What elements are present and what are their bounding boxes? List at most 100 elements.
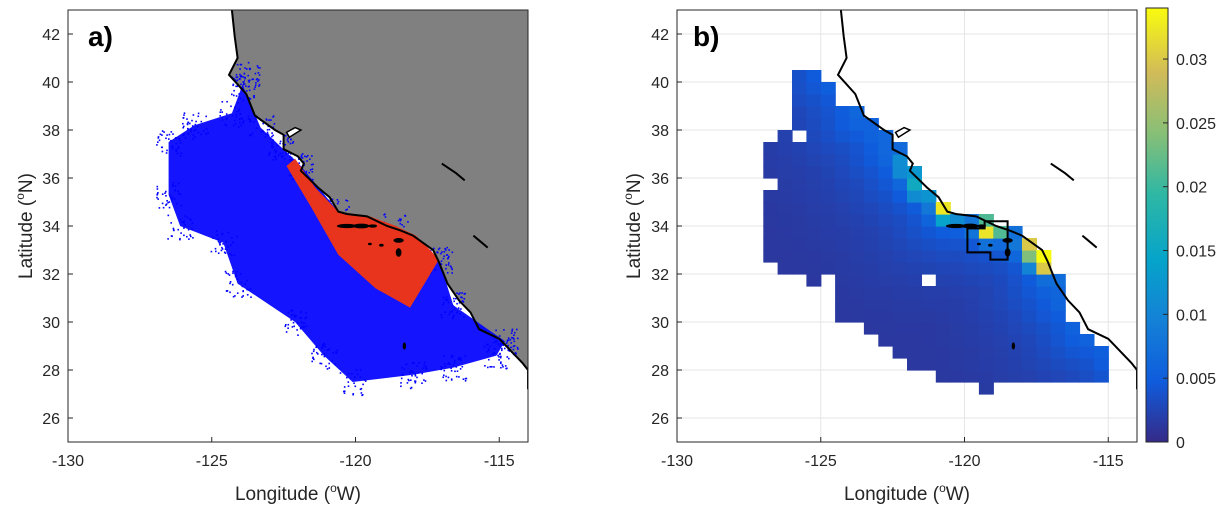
- particle: [445, 296, 448, 298]
- particle: [175, 142, 178, 145]
- particle: [321, 346, 323, 348]
- particle: [445, 249, 447, 251]
- particle: [247, 115, 250, 118]
- heatmap-cell: [777, 238, 793, 251]
- heatmap-cell: [1050, 334, 1066, 347]
- particle: [191, 228, 193, 230]
- heatmap-cell: [849, 154, 865, 167]
- particle: [157, 192, 159, 194]
- particle: [328, 362, 330, 365]
- particle: [512, 345, 515, 348]
- heatmap-cell: [964, 274, 980, 287]
- particle: [312, 178, 314, 181]
- heatmap-cell: [1065, 346, 1081, 359]
- heatmap-cell: [878, 226, 894, 239]
- particle: [400, 382, 402, 384]
- particle: [343, 392, 346, 394]
- heatmap-cell: [892, 154, 908, 167]
- particle: [200, 120, 203, 123]
- particle: [180, 232, 182, 234]
- particle: [188, 238, 190, 240]
- particle: [179, 238, 181, 241]
- particle: [202, 129, 205, 132]
- particle: [285, 331, 288, 333]
- heatmap-cell: [835, 262, 851, 275]
- particle: [450, 265, 452, 268]
- particle: [197, 115, 200, 118]
- particle: [244, 67, 246, 69]
- particle: [241, 296, 243, 298]
- particle: [248, 118, 251, 120]
- particle: [515, 352, 517, 355]
- inland-lake-0: [441, 162, 466, 182]
- heatmap-cell: [950, 370, 966, 383]
- heatmap-cell: [820, 130, 836, 143]
- particle: [364, 380, 367, 382]
- particle: [284, 143, 287, 146]
- particle: [327, 349, 330, 351]
- heatmap-cell: [763, 214, 779, 227]
- heatmap-cell: [1022, 298, 1037, 311]
- particle: [275, 158, 277, 161]
- particle: [233, 254, 236, 257]
- heatmap-cell: [892, 166, 908, 179]
- particle: [221, 246, 223, 249]
- heatmap-cell: [907, 334, 922, 347]
- y-tick-label-a-6: 38: [42, 123, 60, 140]
- particle: [189, 234, 191, 236]
- particle: [383, 214, 385, 216]
- particle: [173, 198, 176, 200]
- particle: [247, 74, 249, 77]
- particle: [336, 202, 339, 205]
- particle: [187, 133, 190, 135]
- particle: [234, 119, 236, 122]
- particle: [444, 298, 447, 301]
- heatmap-cell: [849, 178, 865, 191]
- particle: [170, 145, 173, 148]
- particle: [329, 200, 332, 202]
- particle: [167, 214, 170, 217]
- heatmap-cell: [835, 286, 851, 299]
- heatmap-cell: [835, 190, 851, 203]
- heatmap-cell: [978, 238, 994, 251]
- particle: [237, 126, 240, 128]
- particle: [363, 379, 366, 381]
- particle: [225, 240, 227, 243]
- particle: [179, 155, 182, 157]
- heatmap-cell: [820, 226, 836, 239]
- particle: [310, 163, 313, 166]
- heatmap-cell: [907, 310, 922, 323]
- heatmap-cell: [849, 298, 865, 311]
- particle: [239, 97, 242, 100]
- heatmap-cell: [1022, 370, 1037, 383]
- particle: [268, 128, 271, 131]
- particle: [249, 98, 252, 100]
- particle: [355, 369, 358, 371]
- particle: [410, 386, 413, 389]
- particle: [323, 343, 326, 346]
- particle: [164, 192, 166, 194]
- panel-a: -130 -125 -120 -115 26 28 30 32 34 36 38 40 42 a) Lo…: [13, 9, 529, 505]
- heatmap-cell: [777, 262, 793, 275]
- particle: [443, 369, 446, 372]
- heatmap-cell: [849, 202, 865, 215]
- particle: [301, 157, 303, 159]
- particle: [236, 63, 239, 66]
- heatmap-cell: [777, 250, 793, 263]
- heatmap-cell: [964, 298, 980, 311]
- panel-b: -130 -125 -120 -115 26 28 30 32 34 36 38 40 42 b) Lo…: [621, 9, 1138, 505]
- particle: [501, 347, 503, 350]
- particle: [493, 337, 496, 340]
- particle: [247, 61, 250, 64]
- bay-outline: [285, 126, 303, 139]
- particle: [236, 76, 239, 78]
- heatmap-cell: [878, 142, 894, 155]
- heatmap-cell: [820, 178, 836, 191]
- particle: [182, 122, 184, 125]
- heatmap-cell: [921, 334, 937, 347]
- particle: [452, 305, 454, 307]
- particle: [243, 120, 245, 122]
- particle: [500, 355, 502, 358]
- particle: [446, 272, 449, 274]
- particle: [501, 349, 503, 352]
